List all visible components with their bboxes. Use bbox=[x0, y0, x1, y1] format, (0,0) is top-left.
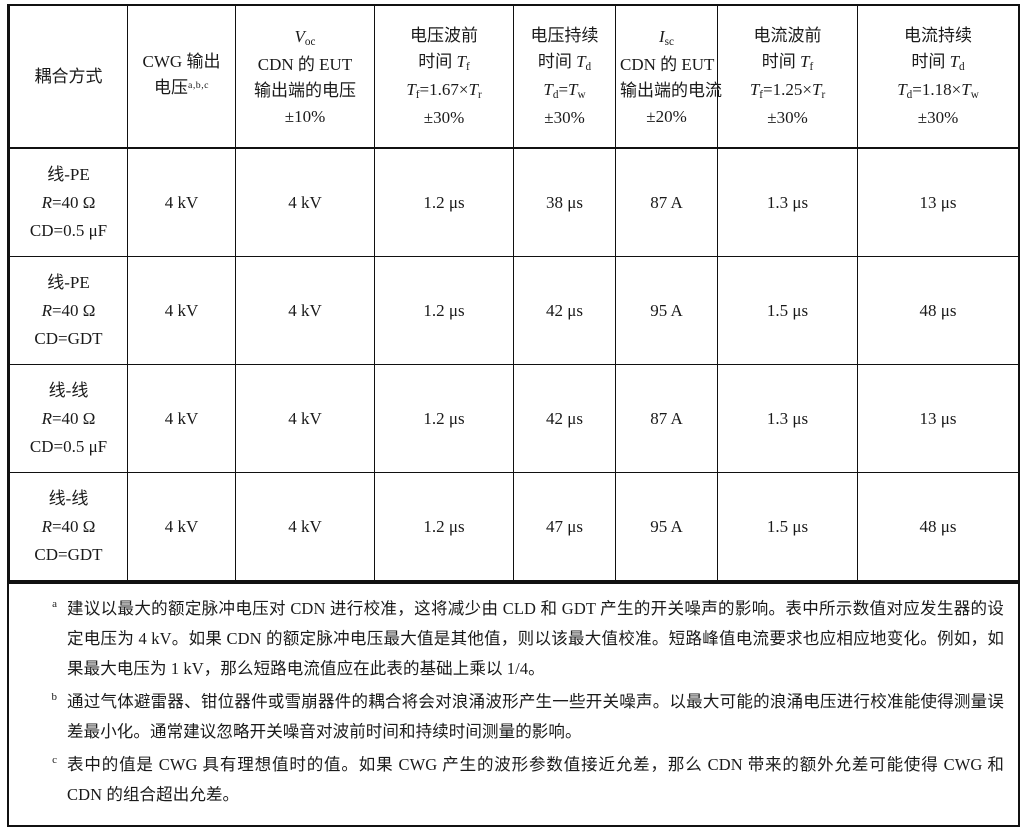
header-line: 时间 Tf bbox=[418, 51, 470, 73]
header-line: 时间 Td bbox=[537, 51, 592, 73]
header-line: CDN 的 EUT bbox=[620, 54, 715, 74]
cell-coupling-mode: 线-线 R=40 Ω CD=GDT bbox=[9, 472, 128, 582]
header-line: 电流持续 bbox=[904, 25, 972, 45]
coupling-line: R=40 Ω bbox=[41, 516, 96, 536]
header-line: 耦合方式 bbox=[34, 66, 103, 86]
header-line: Tf=1.67×Tr bbox=[406, 79, 482, 101]
page-root: 耦合方式 CWG 输出 电压a,b,c Voc CDN 的 EUT 输出端的电压 ±10% 电… bbox=[7, 4, 1020, 827]
column-header-voltage-duration-time: 电压持续时间 Td Td=Tw ±30% bbox=[513, 6, 616, 149]
header-line: ±30% bbox=[423, 107, 465, 127]
cell-current-front-time: 1.3 μs bbox=[717, 148, 858, 257]
coupling-line: 线-线 bbox=[48, 488, 89, 508]
footnote-marker: b bbox=[51, 691, 58, 703]
cell-voltage-duration-time: 42 μs bbox=[513, 256, 616, 365]
cell-voltage-duration-time: 47 μs bbox=[513, 472, 616, 582]
header-line: Isc bbox=[658, 26, 675, 48]
table-header: 耦合方式 CWG 输出 电压a,b,c Voc CDN 的 EUT 输出端的电压 ±10% 电… bbox=[9, 6, 1019, 149]
column-header-voc-eut-voltage: Voc CDN 的 EUT 输出端的电压 ±10% bbox=[235, 6, 375, 149]
cell-current-front-time: 1.3 μs bbox=[717, 364, 858, 473]
coupling-line: 线-PE bbox=[47, 164, 90, 184]
cell-current-front-time: 1.5 μs bbox=[717, 472, 858, 582]
cell-voltage-front-time: 1.2 μs bbox=[374, 472, 514, 582]
cell-voc-voltage: 4 kV bbox=[235, 148, 375, 257]
cell-isc-current: 87 A bbox=[615, 148, 718, 257]
cell-coupling-mode: 线-PE R=40 Ω CD=GDT bbox=[9, 256, 128, 365]
surge-calibration-table: 耦合方式 CWG 输出 电压a,b,c Voc CDN 的 EUT 输出端的电压 ±10% 电… bbox=[9, 6, 1019, 582]
header-line: ±20% bbox=[646, 106, 687, 126]
header-line: 电流波前 bbox=[753, 25, 822, 45]
footnote-a: a 建议以最大的额定脉冲电压对 CDN 进行校准，这将减少由 CLD 和 GDT … bbox=[23, 594, 1004, 684]
cell-voc-voltage: 4 kV bbox=[235, 364, 375, 473]
cell-cwg-voltage: 4 kV bbox=[127, 472, 236, 582]
header-line: ±30% bbox=[767, 107, 808, 127]
coupling-line: R=40 Ω bbox=[41, 192, 96, 212]
header-row: 耦合方式 CWG 输出 电压a,b,c Voc CDN 的 EUT 输出端的电压 ±10% 电… bbox=[9, 6, 1019, 149]
column-header-cwg-output-voltage: CWG 输出 电压a,b,c bbox=[127, 6, 236, 149]
header-line: 电压持续 bbox=[530, 25, 599, 45]
coupling-line: R=40 Ω bbox=[41, 408, 96, 428]
cell-cwg-voltage: 4 kV bbox=[127, 364, 236, 473]
cell-isc-current: 95 A bbox=[615, 256, 718, 365]
cell-voltage-duration-time: 42 μs bbox=[513, 364, 616, 473]
header-line: ±10% bbox=[284, 106, 326, 126]
spec-table-container: 耦合方式 CWG 输出 电压a,b,c Voc CDN 的 EUT 输出端的电压 ±10% 电… bbox=[7, 4, 1020, 827]
column-header-current-duration-time: 电流持续时间 Td Td=1.18×Tw ±30% bbox=[857, 6, 1019, 149]
footnote-marker: a bbox=[52, 598, 57, 610]
cell-voltage-front-time: 1.2 μs bbox=[374, 148, 514, 257]
cell-cwg-voltage: 4 kV bbox=[127, 148, 236, 257]
cell-voc-voltage: 4 kV bbox=[235, 256, 375, 365]
cell-voc-voltage: 4 kV bbox=[235, 472, 375, 582]
header-line: 电压波前 bbox=[410, 25, 478, 45]
cell-current-duration-time: 48 μs bbox=[857, 256, 1019, 365]
header-line: 电压a,b,c bbox=[153, 78, 210, 97]
coupling-line: 线-PE bbox=[47, 272, 90, 292]
cell-current-duration-time: 13 μs bbox=[857, 148, 1019, 257]
cell-isc-current: 95 A bbox=[615, 472, 718, 582]
header-line: ±30% bbox=[917, 107, 959, 127]
column-header-voltage-front-time: 电压波前时间 Tf Tf=1.67×Tr ±30% bbox=[374, 6, 514, 149]
cell-coupling-mode: 线-线 R=40 Ω CD=0.5 μF bbox=[9, 364, 128, 473]
cell-current-front-time: 1.5 μs bbox=[717, 256, 858, 365]
footnote-c: c 表中的值是 CWG 具有理想值时的值。如果 CWG 产生的波形参数值接近允差，… bbox=[23, 750, 1004, 810]
header-line: 输出端的电流 bbox=[620, 80, 722, 100]
footnote-text: 通过气体避雷器、钳位器件或雪崩器件的耦合将会对浪涌波形产生一些开关噪声。以最大可… bbox=[67, 692, 1004, 741]
cell-current-duration-time: 13 μs bbox=[857, 364, 1019, 473]
table-body: 线-PE R=40 Ω CD=0.5 μF 4 kV 4 kV 1.2 μs 38 μs 87… bbox=[9, 148, 1019, 582]
cell-voltage-duration-time: 38 μs bbox=[513, 148, 616, 257]
coupling-line: 线-线 bbox=[48, 380, 89, 400]
header-line: CDN 的 EUT bbox=[257, 54, 353, 74]
footnotes-section: a 建议以最大的额定脉冲电压对 CDN 进行校准，这将减少由 CLD 和 GDT … bbox=[9, 582, 1018, 825]
header-line: 输出端的电压 bbox=[254, 80, 356, 100]
header-line: Td=Tw bbox=[543, 79, 586, 101]
header-line: Voc bbox=[294, 26, 316, 48]
coupling-line: R=40 Ω bbox=[41, 300, 96, 320]
coupling-line: CD=0.5 μF bbox=[29, 220, 108, 240]
cell-voltage-front-time: 1.2 μs bbox=[374, 256, 514, 365]
footnote-marker: c bbox=[52, 754, 57, 766]
column-header-current-front-time: 电流波前时间 Tf Tf=1.25×Tr ±30% bbox=[717, 6, 858, 149]
header-line: 时间 Tf bbox=[761, 51, 814, 73]
table-row: 线-线 R=40 Ω CD=0.5 μF 4 kV 4 kV 1.2 μs 42 μs 87 … bbox=[9, 364, 1019, 473]
header-line: Tf=1.25×Tr bbox=[749, 79, 826, 101]
cell-current-duration-time: 48 μs bbox=[857, 472, 1019, 582]
table-row: 线-线 R=40 Ω CD=GDT 4 kV 4 kV 1.2 μs 47 μs 95 A 1.… bbox=[9, 472, 1019, 582]
column-header-isc-eut-current: Isc CDN 的 EUT 输出端的电流 ±20% bbox=[615, 6, 722, 149]
footnote-text: 表中的值是 CWG 具有理想值时的值。如果 CWG 产生的波形参数值接近允差，那… bbox=[67, 755, 1004, 804]
column-header-coupling-mode: 耦合方式 bbox=[9, 6, 128, 149]
coupling-line: CD=GDT bbox=[34, 544, 103, 564]
header-line: Td=1.18×Tw bbox=[897, 79, 979, 101]
coupling-line: CD=GDT bbox=[34, 328, 103, 348]
header-line: ±30% bbox=[544, 107, 585, 127]
header-line: CWG 输出 bbox=[142, 52, 221, 71]
table-row: 线-PE R=40 Ω CD=0.5 μF 4 kV 4 kV 1.2 μs 38 μs 87… bbox=[9, 148, 1019, 257]
cell-coupling-mode: 线-PE R=40 Ω CD=0.5 μF bbox=[9, 148, 128, 257]
footnote-b: b 通过气体避雷器、钳位器件或雪崩器件的耦合将会对浪涌波形产生一些开关噪声。以最大… bbox=[23, 687, 1004, 747]
header-line: 时间 Td bbox=[911, 51, 965, 73]
coupling-line: CD=0.5 μF bbox=[29, 436, 108, 456]
footnote-text: 建议以最大的额定脉冲电压对 CDN 进行校准，这将减少由 CLD 和 GDT 产… bbox=[67, 599, 1004, 678]
cell-voltage-front-time: 1.2 μs bbox=[374, 364, 514, 473]
cell-isc-current: 87 A bbox=[615, 364, 718, 473]
cell-cwg-voltage: 4 kV bbox=[127, 256, 236, 365]
